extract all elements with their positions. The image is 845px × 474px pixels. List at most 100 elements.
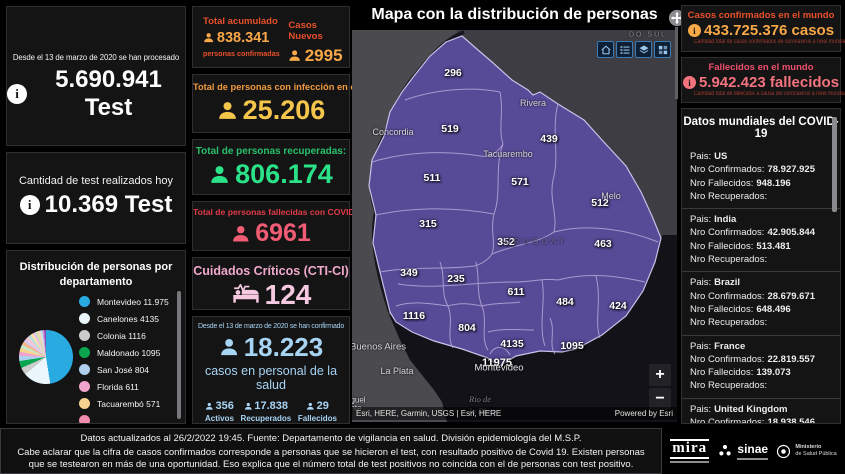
accumulated-sub: personas confirmadas (203, 49, 280, 58)
map-canvas[interactable]: 296 519 439 511 571 512 315 352 463 349 … (352, 30, 677, 422)
sinae-tagline-bar (737, 457, 769, 460)
tests-today-value: 10.369 Test (44, 191, 173, 218)
map-figure: 315 (419, 218, 437, 230)
panel-accumulated: Total acumulado 838.341 personas confirm… (192, 6, 350, 68)
recovered-title: Total de personas recuperadas: (195, 146, 347, 157)
country-block: Pais: France Nro Confirmados: 22.819.557 N… (682, 334, 840, 398)
pie-chart[interactable] (19, 330, 73, 384)
panel-active-cases: Total de personas con infección en curso… (192, 74, 379, 133)
legend-item[interactable] (79, 415, 169, 423)
legend-value: 1116 (128, 330, 146, 341)
legend-color-dot (79, 347, 90, 358)
panel-world-cases: Casos confirmados en el mundo 433.725.37… (681, 5, 845, 52)
deaths-title: Total de personas fallecidas con COVID-1… (193, 207, 371, 217)
map-figure: 463 (594, 238, 612, 250)
map-figure: 611 (507, 286, 525, 298)
legend-color-dot (79, 330, 90, 341)
country-block: Pais: Brazil Nro Confirmados: 28.679.671 N… (682, 271, 840, 334)
panel-critical-care: Cuidados Críticos (CTI-CI) 124 (192, 257, 350, 310)
legend-label: Montevideo (97, 296, 141, 307)
world-deaths-caption: Cantidad total de fallecidos a causa del… (693, 91, 845, 97)
map-label-buenos-aires: Buenos Aires (352, 341, 406, 353)
panel-tests-processed: Desde el 13 de marzo de 2020 se han proc… (6, 6, 186, 146)
legend-color-dot (79, 398, 90, 409)
legend-label: Colonia (97, 330, 126, 341)
person-icon (220, 339, 237, 356)
map-figure: 1116 (402, 310, 426, 322)
basemap-button[interactable] (654, 41, 671, 58)
map-figure: 511 (423, 172, 441, 184)
layers-button[interactable] (635, 41, 652, 58)
legend-color-dot (79, 364, 90, 375)
person-icon (244, 402, 252, 410)
legend-item[interactable]: Maldonado 1095 (79, 347, 169, 358)
country-block: Pais: US Nro Confirmados: 78.927.925 Nro F… (690, 151, 815, 202)
country-name: India (714, 214, 737, 226)
map-toolbar (597, 41, 671, 58)
country-deaths: 139.073 (756, 367, 791, 379)
legend-item[interactable]: Montevideo 11.975 (79, 296, 169, 307)
country-confirmed: 22.819.557 (767, 353, 815, 365)
map-label-fragment: guel (352, 395, 366, 405)
world-deaths-title: Fallecidos en el mundo (708, 62, 814, 73)
person-icon (233, 225, 249, 242)
footer-disclaimer: Cabe aclarar que la cifra de casos confi… (17, 447, 645, 470)
legend-value: 804 (134, 364, 150, 375)
sinae-icon (719, 444, 732, 456)
legend-item[interactable]: Florida 611 (79, 381, 169, 392)
home-button[interactable] (597, 41, 614, 58)
panel-tests-today: Cantidad de test realizados hoy 10.369 T… (6, 152, 186, 244)
tests-today-caption: Cantidad de test realizados hoy (18, 175, 174, 187)
legend-item[interactable]: Colonia 1116 (79, 330, 169, 341)
info-icon (7, 84, 27, 104)
zoom-in-button[interactable]: + (649, 364, 671, 386)
map-title: Mapa con la distribución de personas (352, 0, 677, 30)
world-data-scrollbar[interactable] (832, 117, 837, 212)
country-block: Pais: India Nro Confirmados: 42.905.844 Nr… (682, 208, 840, 271)
map-label-rivera: Rivera (519, 98, 547, 108)
tests-processed-caption: Desde el 13 de marzo de 2020 se han proc… (12, 53, 180, 62)
basemap-grid-icon (658, 45, 667, 54)
legend-item[interactable]: Canelones 4135 (79, 313, 169, 324)
panel-world-data: Datos mundiales del COVID-19 Pais: US Nro… (681, 108, 841, 424)
legend-color-dot (79, 296, 90, 307)
legend-value: 4135 (140, 313, 159, 324)
legend-item[interactable]: San José 804 (79, 364, 169, 375)
zoom-out-button[interactable]: − (649, 388, 671, 410)
tests-processed-value: 5.690.941 Test (55, 66, 162, 121)
map-figure: 352 (497, 236, 515, 248)
distribution-title-2: departamento (59, 275, 133, 288)
legend-color-dot (79, 381, 90, 392)
info-icon (687, 24, 701, 37)
active-cases-title: Total de personas con infección en curso… (193, 82, 379, 92)
map-figure: 11975 (482, 357, 512, 369)
legend-color-dot (79, 415, 90, 423)
accumulated-value: 838.341 (216, 30, 270, 46)
map-label-tacuarembo: Tacuarembo (483, 149, 533, 159)
panel-health-personnel: Desde el 13 de marzo de 2020 se han conf… (192, 316, 350, 424)
country-deaths: 648.496 (756, 303, 791, 315)
legend-color-dot (79, 313, 90, 324)
brazil-land (455, 30, 677, 238)
legend-scrollbar[interactable] (177, 291, 181, 419)
map-figure: 484 (556, 296, 574, 308)
health-personnel-recovered: 17.838 Recuperados (240, 400, 292, 423)
splitter-bar[interactable] (675, 27, 678, 99)
country-name: United Kingdom (714, 403, 788, 415)
recovered-value: 806.174 (235, 159, 333, 189)
country-name: France (714, 340, 746, 352)
map-figure: 571 (511, 176, 529, 188)
footer-updated-line: Datos actualizados al 26/2/2022 19:45. F… (80, 433, 582, 444)
country-confirmed: 28.679.671 (767, 290, 815, 302)
map-figure: 439 (540, 133, 558, 145)
country-block: Pais: United Kingdom Nro Confirmados: 18.9… (682, 397, 840, 423)
map-label-rio-de: Rio de (469, 394, 491, 404)
map-figure: 512 (591, 197, 609, 209)
health-personnel-caption: Desde el 13 de marzo de 2020 se han conf… (197, 323, 345, 330)
layers-icon (639, 45, 648, 53)
legend-value: 571 (146, 398, 161, 409)
legend-button[interactable] (616, 41, 633, 58)
panel-recovered: Total de personas recuperadas: 806.174 (192, 139, 350, 195)
new-cases-value: 2995 (304, 46, 343, 65)
legend-item[interactable]: Tacuarembó 571 (79, 398, 169, 409)
